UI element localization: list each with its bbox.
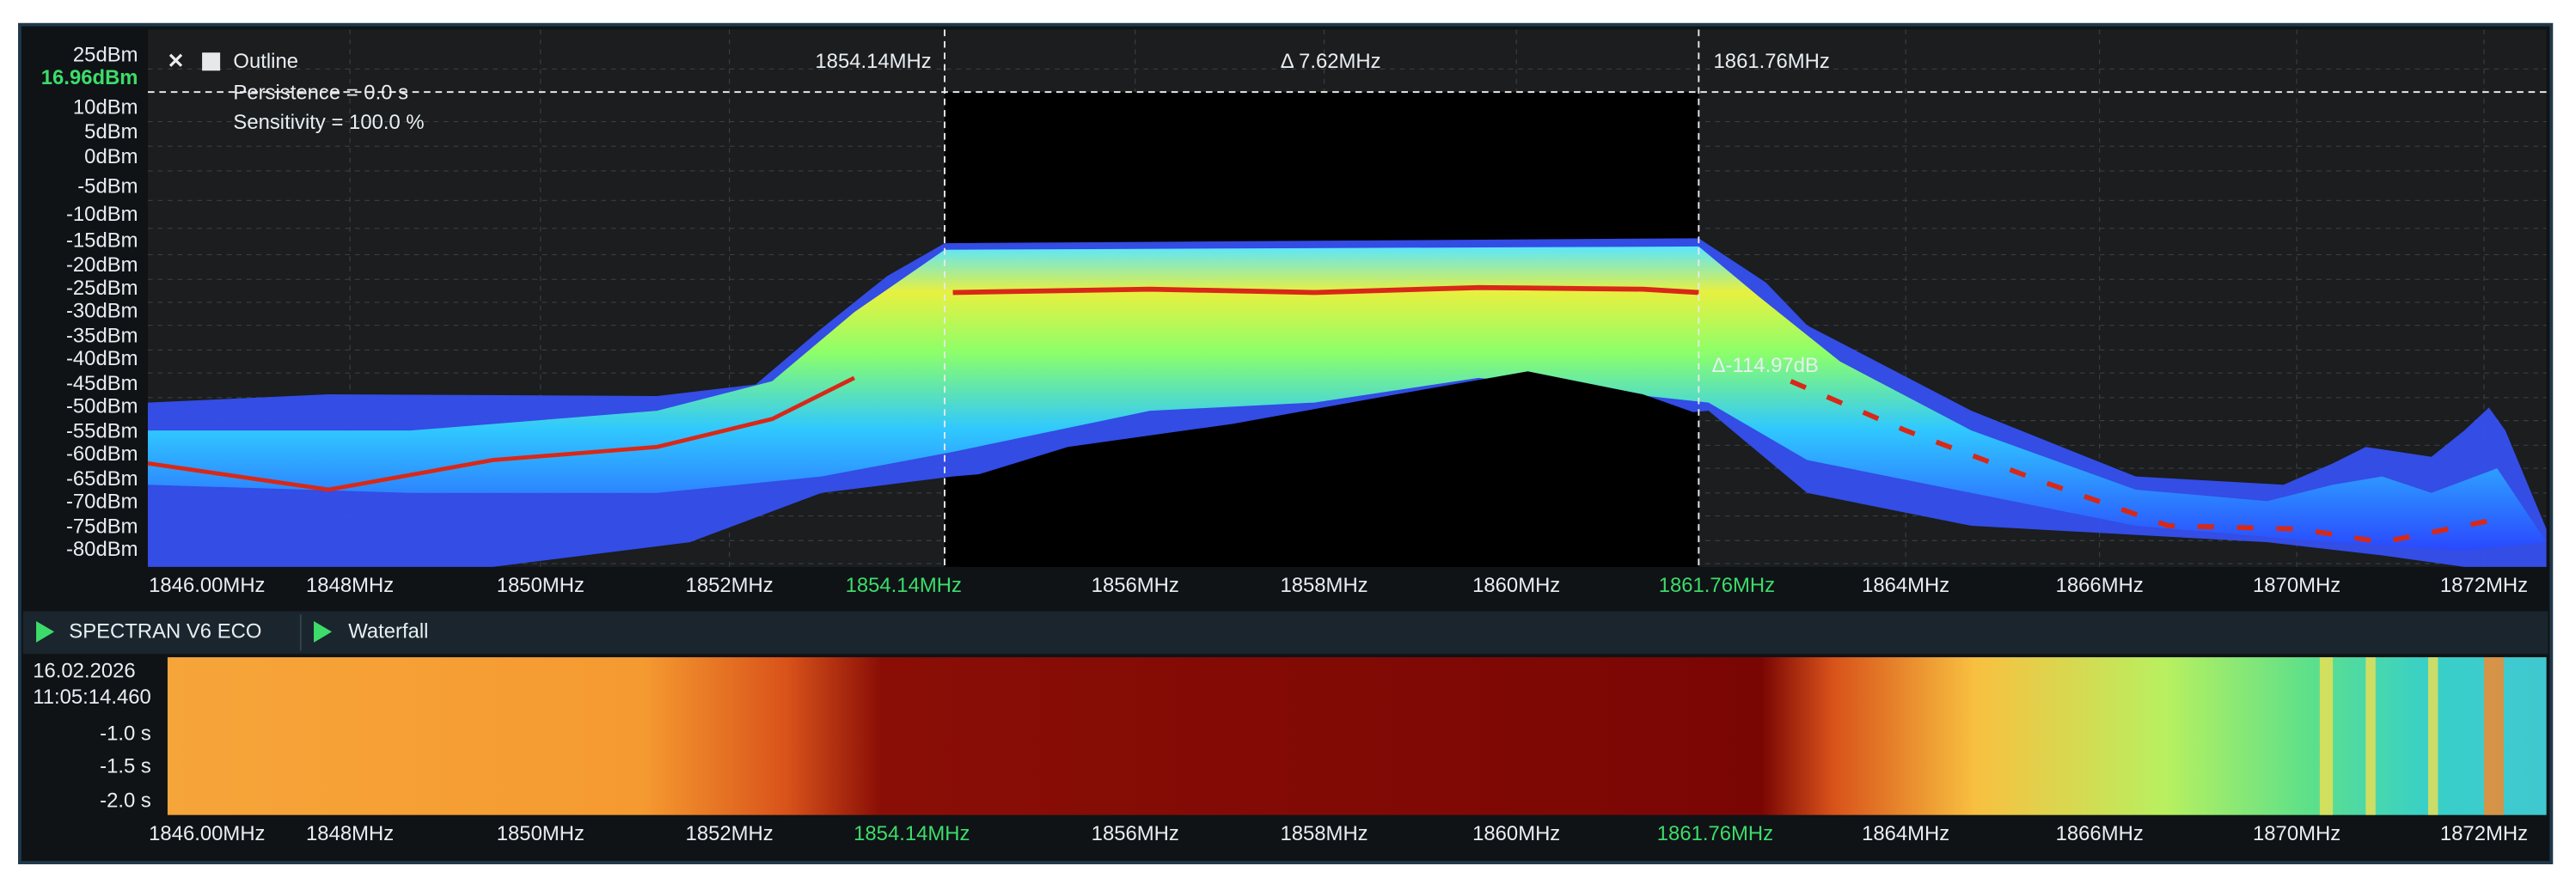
y-tick-label: -25dBm — [66, 277, 138, 300]
delta-frequency: Δ 7.62MHz — [1281, 50, 1381, 73]
waterfall-image — [167, 657, 2547, 815]
waterfall-title[interactable]: Waterfall — [348, 620, 428, 643]
y-tick-label: -45dBm — [66, 372, 138, 395]
y-tick-label: 0dBm — [84, 145, 138, 168]
device-name[interactable]: SPECTRAN V6 ECO — [69, 620, 261, 643]
y-tick-label: -5dBm — [77, 174, 138, 198]
trace-peak — [1790, 379, 2498, 546]
x-tick-label: 1858MHz — [1280, 574, 1368, 597]
y-tick-label: -75dBm — [66, 515, 138, 538]
checkbox[interactable] — [202, 52, 221, 71]
x-tick-label: 1864MHz — [1862, 574, 1949, 597]
x-tick-label: 1866MHz — [2056, 822, 2144, 845]
x-tick-label: 1848MHz — [306, 574, 394, 597]
x-tick-label: 1850MHz — [497, 822, 584, 845]
delta-level: Δ-114.97dB — [1712, 354, 1819, 377]
x-tick-label: 1860MHz — [1472, 822, 1560, 845]
y-tick-label: -30dBm — [66, 300, 138, 323]
x-tick-label: 1861.76MHz — [1657, 822, 1773, 845]
waterfall-stripe — [2427, 657, 2438, 815]
trace-peak — [147, 375, 855, 492]
y-tick-label: -50dBm — [66, 395, 138, 418]
y-tick-label: -40dBm — [66, 347, 138, 370]
marker-label: 1861.76MHz — [1714, 50, 1830, 73]
y-tick-label: 5dBm — [84, 120, 138, 143]
y-tick-label: -55dBm — [66, 419, 138, 442]
y-tick-label: -15dBm — [66, 229, 138, 252]
level-marker-label: 16.96dBm — [41, 66, 138, 89]
y-tick-label: -70dBm — [66, 491, 138, 514]
spectrum-density — [148, 246, 2547, 551]
x-tick-label: 1872MHz — [2440, 574, 2528, 597]
y-tick-label: -2.0 s — [100, 790, 151, 813]
marker-label: 1854.14MHz — [815, 50, 931, 73]
y-tick-label: -35dBm — [66, 324, 138, 347]
x-tick-label: 1850MHz — [497, 574, 584, 597]
toolbar: ✕ Outline Persistence = 0.0 s Sensitivit… — [168, 50, 425, 134]
x-tick-label: 1860MHz — [1472, 574, 1560, 597]
x-tick-label: 1848MHz — [306, 822, 394, 845]
y-tick-label: -1.0 s — [100, 722, 151, 745]
waterfall-stripe — [2365, 657, 2376, 815]
outline-label[interactable]: Outline — [233, 50, 298, 73]
y-tick-label: -60dBm — [66, 442, 138, 466]
x-tick-label: 1861.76MHz — [1659, 574, 1775, 597]
noise-floor — [961, 371, 1699, 567]
x-tick-label: 1854.14MHz — [846, 574, 962, 597]
timestamp-time: 11:05:14.460 — [33, 686, 151, 709]
waterfall-header — [22, 611, 2548, 655]
x-tick-label: 1856MHz — [1092, 574, 1179, 597]
x-tick-label: 1854.14MHz — [854, 822, 970, 845]
play-icon[interactable] — [36, 620, 55, 643]
x-tick-label: 1856MHz — [1092, 822, 1179, 845]
y-tick-label: -80dBm — [66, 538, 138, 561]
y-tick-label: -20dBm — [66, 253, 138, 277]
x-tick-label: 1866MHz — [2056, 574, 2144, 597]
close-icon[interactable]: ✕ — [168, 50, 185, 73]
x-tick-label: 1864MHz — [1862, 822, 1949, 845]
y-tick-label: 25dBm — [73, 43, 138, 66]
y-tick-label: -1.5 s — [100, 755, 151, 778]
x-tick-label: 1870MHz — [2253, 822, 2340, 845]
trace-peak — [952, 284, 1699, 296]
waterfall-stripe — [2319, 657, 2334, 815]
y-tick-label: 10dBm — [73, 96, 138, 119]
x-tick-label: 1852MHz — [686, 574, 774, 597]
y-tick-label: -65dBm — [66, 467, 138, 491]
x-tick-label: 1872MHz — [2440, 822, 2528, 845]
x-tick-label: 1858MHz — [1280, 822, 1368, 845]
x-tick-label: 1846.00MHz — [149, 574, 265, 597]
sensitivity: Sensitivity = 100.0 % — [233, 111, 424, 134]
waterfall-stripe — [2483, 657, 2504, 815]
timestamp-date: 16.02.2026 — [33, 660, 135, 683]
y-tick-label: -10dBm — [66, 203, 138, 226]
persistence: Persistence = 0.0 s — [233, 81, 408, 104]
play-icon[interactable] — [314, 620, 333, 643]
waterfall-y-axis: -1.0 s -1.5 s -2.0 s — [100, 722, 151, 812]
x-axis: 1846.00MHz 1848MHz 1850MHz 1852MHz 1854.14MH… — [149, 574, 2528, 597]
x-tick-label: 1870MHz — [2253, 574, 2340, 597]
waterfall-x-axis: 1846.00MHz 1848MHz 1850MHz 1852MHz 1854.14MH… — [149, 822, 2528, 845]
x-tick-label: 1846.00MHz — [149, 822, 265, 845]
x-tick-label: 1852MHz — [686, 822, 774, 845]
